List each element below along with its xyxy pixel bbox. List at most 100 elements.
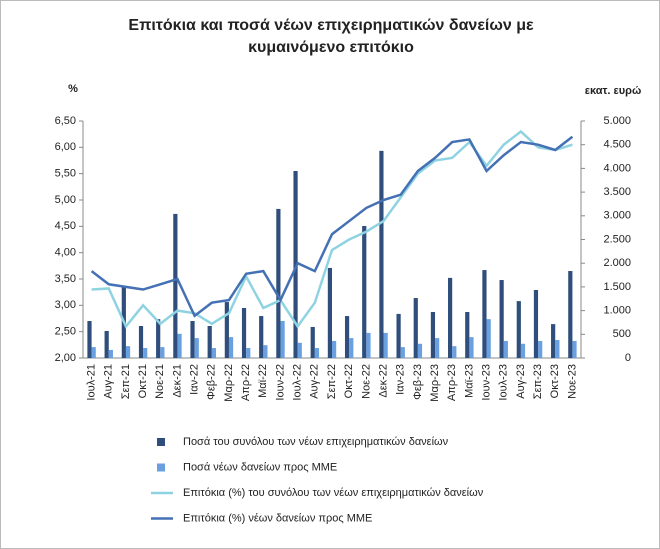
legend-label: Ποσά νέων δανείων προς ΜΜΕ xyxy=(183,461,337,473)
legend-swatch xyxy=(157,463,165,472)
bar xyxy=(400,347,405,358)
x-tick-label: Σεπ-21 xyxy=(120,364,132,399)
bar xyxy=(516,301,521,358)
y2-tick-label: 500 xyxy=(613,328,631,340)
bar xyxy=(551,324,556,358)
x-tick-label: Απρ-23 xyxy=(446,364,458,401)
x-tick-label: Αυγ-23 xyxy=(515,364,527,399)
bar xyxy=(194,338,199,358)
y-tick-label: 4,00 xyxy=(55,247,76,259)
y-tick-label: 5,00 xyxy=(55,194,76,206)
bar xyxy=(104,330,109,358)
x-tick-label: Αυγ-21 xyxy=(103,364,115,399)
bar xyxy=(228,337,234,358)
bar xyxy=(430,312,436,358)
y2-tick-label: 2.500 xyxy=(603,233,631,245)
y-axis-label: % xyxy=(68,83,78,95)
x-tick-label: Ιουλ-22 xyxy=(292,364,304,401)
bar xyxy=(314,348,320,358)
bar xyxy=(241,307,247,358)
y2-tick-label: 0 xyxy=(625,352,631,364)
x-tick-label: Νοε-22 xyxy=(360,364,372,399)
bar xyxy=(246,348,251,358)
bar xyxy=(413,298,418,358)
x-tick-label: Ιουλ-23 xyxy=(498,364,510,401)
bar xyxy=(173,213,178,358)
y-tick-label: 6,00 xyxy=(55,141,76,153)
x-tick-label: Απρ-22 xyxy=(240,364,252,401)
x-tick-label: Μαρ-23 xyxy=(429,364,441,402)
bar xyxy=(190,321,195,358)
bar xyxy=(362,225,367,358)
bar xyxy=(568,271,573,358)
bar xyxy=(156,319,161,358)
bar xyxy=(452,346,457,358)
y2-tick-label: 2.000 xyxy=(603,257,631,269)
x-tick-label: Δεκ-21 xyxy=(171,364,183,398)
bar xyxy=(482,270,487,358)
y2-tick-label: 4.500 xyxy=(603,139,631,151)
bar xyxy=(435,338,440,358)
line xyxy=(90,135,574,318)
legend-label: Επιτόκια (%) του συνόλου των νέων επιχει… xyxy=(183,487,484,499)
bar xyxy=(538,340,543,358)
bar xyxy=(211,348,216,358)
bar xyxy=(327,267,332,358)
bar xyxy=(417,343,423,358)
bar xyxy=(125,346,131,358)
x-tick-label: Νοε-21 xyxy=(154,364,166,399)
x-tick-label: Σεπ-22 xyxy=(326,364,338,399)
bar xyxy=(263,345,268,358)
x-tick-label: Μαρ-22 xyxy=(223,364,235,402)
x-tick-label: Νοε-23 xyxy=(566,364,578,399)
x-tick-label: Ιουν-23 xyxy=(480,364,492,401)
x-tick-label: Σεπ-23 xyxy=(532,364,544,399)
y2-tick-label: 3.500 xyxy=(603,186,631,198)
bar xyxy=(555,339,560,358)
y2-axis-label: εκατ. ευρώ xyxy=(585,85,642,97)
y2-tick-label: 1.500 xyxy=(603,281,631,293)
y-tick-label: 2,00 xyxy=(55,352,76,364)
line xyxy=(91,129,573,329)
bar xyxy=(280,321,285,358)
bar xyxy=(177,333,182,358)
bar xyxy=(87,321,92,358)
x-tick-label: Ιαν-22 xyxy=(189,364,201,395)
bar xyxy=(91,347,96,358)
x-tick-label: Αυγ-22 xyxy=(309,364,321,399)
bar xyxy=(108,349,113,358)
bar xyxy=(469,337,474,358)
y-tick-label: 5,50 xyxy=(55,168,76,180)
bar xyxy=(344,316,350,358)
bar xyxy=(293,171,298,358)
bar xyxy=(503,340,508,358)
bar xyxy=(160,347,165,358)
x-tick-label: Μαϊ-22 xyxy=(257,364,269,398)
x-tick-label: Δεκ-22 xyxy=(377,364,389,398)
bar xyxy=(383,332,388,358)
bar xyxy=(486,319,491,358)
x-tick-label: Ιουλ-21 xyxy=(85,364,97,401)
y2-tick-label: 3.000 xyxy=(603,210,631,222)
y-tick-label: 2,50 xyxy=(55,326,76,338)
bar xyxy=(259,316,264,358)
bar xyxy=(310,326,315,358)
bar xyxy=(297,342,302,358)
y2-tick-label: 5.000 xyxy=(603,115,631,127)
legend-swatch xyxy=(157,438,165,446)
bar xyxy=(533,289,539,358)
x-tick-label: Οκτ-23 xyxy=(549,364,561,398)
bar xyxy=(332,340,337,358)
bar xyxy=(520,343,526,358)
legend-label: Επιτόκια (%) νέων δανείων προς ΜΜΕ xyxy=(183,512,372,524)
y-tick-label: 6,50 xyxy=(55,115,76,127)
y-tick-label: 3,50 xyxy=(55,273,76,285)
legend-label: Ποσά του συνόλου των νέων επιχειρηματικώ… xyxy=(183,436,449,448)
bar xyxy=(138,326,144,358)
bar xyxy=(499,280,504,358)
y-tick-label: 4,50 xyxy=(55,220,76,232)
bar xyxy=(276,208,281,358)
bar xyxy=(448,277,453,358)
